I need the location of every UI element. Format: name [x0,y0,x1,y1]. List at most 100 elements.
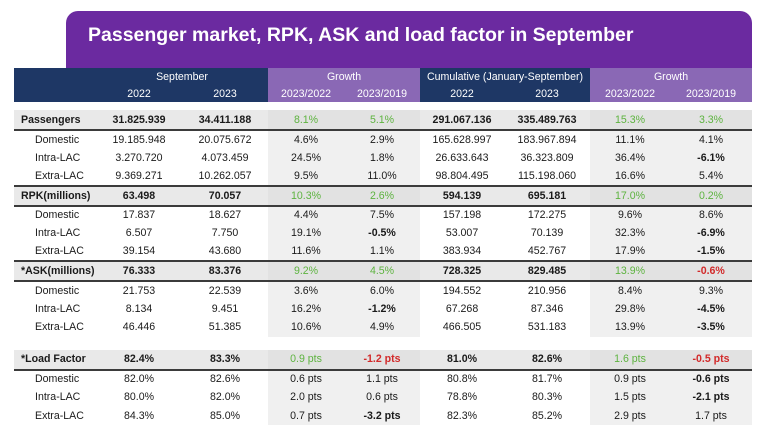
value-2023-cumulative-cell: 36.323.809 [520,151,574,164]
growth-2023-2022-cumulative-cell: 13.9% [590,260,671,282]
segment-row: Extra-LAC 46.446 51.385 10.6% 4.9% 466.505 531… [14,318,753,337]
growth-2023-2022-september-cell: 4.4% [268,205,345,224]
metric-row: *ASK(millions) 76.333 83.376 9.2% 4.5% 728.32… [14,260,753,282]
value-2022-cumulative-cell: 53.007 [445,227,479,240]
value-2023-cumulative-cell: 531.183 [527,321,567,334]
value-2022-cumulative-cell: 383.934 [442,245,482,258]
growth-2023-2022-cumulative-cell: 13.9% [590,318,671,337]
header-year: 2023/2022 [590,85,671,102]
growth-2023-2022-cumulative-cell: 0.9 pts [590,369,671,388]
segment-row: Extra-LAC 84.3% 85.0% 0.7 pts -3.2 pts 82.3% 8… [14,406,753,425]
growth-2023-2022-september-cell: 10.3% [268,184,345,207]
header-year: 2023 [182,85,269,102]
value-2023-september-cell: 82.6% [209,373,241,386]
growth-2023-2019-cumulative-cell: 0.2% [670,184,753,207]
value-2022-september-cell: 3.270.720 [115,151,163,164]
growth-2023-2019-september-cell: 1.8% [344,148,421,167]
header-year-row: 2022 2023 2023/2022 2023/2019 2022 2023 … [14,85,753,102]
growth-2023-2022-september-cell: 9.2% [268,260,345,282]
header-year: 2022 [96,85,182,102]
growth-2023-2019-september-cell: -0.5% [344,224,421,243]
segment-row: Intra-LAC 6.507 7.750 19.1% -0.5% 53.007 70.13… [14,224,753,243]
value-2022-cumulative-cell: 67.268 [445,302,479,315]
header-year: 2023/2019 [670,85,753,102]
segment-label: Domestic [35,284,80,297]
value-2022-september-cell: 6.507 [125,227,153,240]
value-2022-cumulative-cell: 98.804.495 [435,169,489,182]
growth-2023-2019-september-cell: 4.5% [344,260,421,282]
value-2022-september-cell: 39.154 [122,245,156,258]
growth-2023-2019-september-cell: 5.1% [344,110,421,131]
value-2022-september-cell: 82.4% [96,349,182,371]
value-2023-cumulative-cell: 81.7% [531,373,563,386]
growth-2023-2019-cumulative-cell: 1.7 pts [670,406,753,425]
growth-2023-2022-cumulative-cell: 1.6 pts [590,349,671,371]
growth-2023-2022-september-cell: 0.9 pts [268,349,345,371]
metric-label: Passengers [14,110,96,131]
statistics-table: September Growth Cumulative (January-Sep… [14,68,753,425]
growth-2023-2019-cumulative-cell: -2.1 pts [670,388,753,407]
metric-label: *Load Factor [14,349,96,371]
value-2023-september-cell: 51.385 [208,321,242,334]
segment-label: Domestic [35,209,80,222]
growth-2023-2019-september-cell: 2.9% [344,130,421,149]
value-2023-september-cell: 4.073.459 [201,151,249,164]
growth-2023-2022-september-cell: 2.0 pts [268,388,345,407]
header-year: 2023 [504,85,591,102]
header-blank [14,68,96,85]
value-2022-cumulative-cell: 26.633.643 [435,151,489,164]
growth-2023-2019-september-cell: 0.6 pts [344,388,421,407]
growth-2023-2022-september-cell: 9.5% [268,167,345,186]
growth-2023-2019-september-cell: 6.0% [344,281,421,300]
value-2023-cumulative-cell: 172.275 [527,209,567,222]
value-2022-september-cell: 63.498 [96,184,182,207]
value-2022-cumulative-cell: 157.198 [442,209,482,222]
value-2023-cumulative-cell: 695.181 [504,184,591,207]
growth-2023-2019-cumulative-cell: -3.5% [670,318,753,337]
value-2022-september-cell: 17.837 [122,209,156,222]
value-2023-cumulative-cell: 70.139 [530,227,564,240]
growth-2023-2022-cumulative-cell: 11.1% [590,130,671,149]
value-2023-september-cell: 10.262.057 [198,169,252,182]
value-2023-september-cell: 85.0% [209,409,241,422]
header-year: 2023/2019 [344,85,421,102]
growth-2023-2022-cumulative-cell: 17.9% [590,242,671,261]
header-blank [14,85,96,102]
growth-2023-2022-cumulative-cell: 17.0% [590,184,671,207]
header-growth-september: Growth [268,68,421,85]
value-2023-cumulative-cell: 85.2% [531,409,563,422]
segment-row: Domestic 17.837 18.627 4.4% 7.5% 157.198 172.2… [14,205,753,224]
value-2023-september-cell: 83.3% [182,349,269,371]
metric-row: *Load Factor 82.4% 83.3% 0.9 pts -1.2 pts 81.… [14,349,753,371]
segment-row: Domestic 19.185.948 20.075.672 4.6% 2.9% 165.… [14,130,753,149]
growth-2023-2022-cumulative-cell: 2.9 pts [590,406,671,425]
value-2023-september-cell: 34.411.188 [182,110,269,131]
segment-label: Intra-LAC [35,151,81,164]
growth-2023-2019-cumulative-cell: 4.1% [670,130,753,149]
value-2022-cumulative-cell: 165.628.997 [432,133,492,146]
growth-2023-2022-cumulative-cell: 1.5 pts [590,388,671,407]
growth-2023-2022-cumulative-cell: 8.4% [590,281,671,300]
title-banner: Passenger market, RPK, ASK and load fact… [66,11,752,68]
growth-2023-2019-cumulative-cell: 8.6% [670,205,753,224]
value-2022-cumulative-cell: 82.3% [446,409,478,422]
growth-2023-2019-cumulative-cell: -1.5% [670,242,753,261]
value-2022-cumulative-cell: 81.0% [420,349,505,371]
growth-2023-2022-september-cell: 24.5% [268,148,345,167]
value-2022-september-cell: 82.0% [123,373,155,386]
header-year: 2023/2022 [268,85,345,102]
segment-label: Extra-LAC [35,409,84,422]
value-2023-september-cell: 43.680 [208,245,242,258]
growth-2023-2019-september-cell: -3.2 pts [344,406,421,425]
value-2022-cumulative-cell: 728.325 [420,260,505,282]
value-2023-september-cell: 9.451 [211,302,239,315]
growth-2023-2019-september-cell: 7.5% [344,205,421,224]
segment-label: Extra-LAC [35,245,84,258]
header-cumulative: Cumulative (January-September) [420,68,591,85]
value-2022-september-cell: 76.333 [96,260,182,282]
segment-label: Intra-LAC [35,227,81,240]
spacer-row [14,336,753,350]
growth-2023-2022-september-cell: 8.1% [268,110,345,131]
segment-label: Intra-LAC [35,391,81,404]
header-year: 2022 [420,85,505,102]
